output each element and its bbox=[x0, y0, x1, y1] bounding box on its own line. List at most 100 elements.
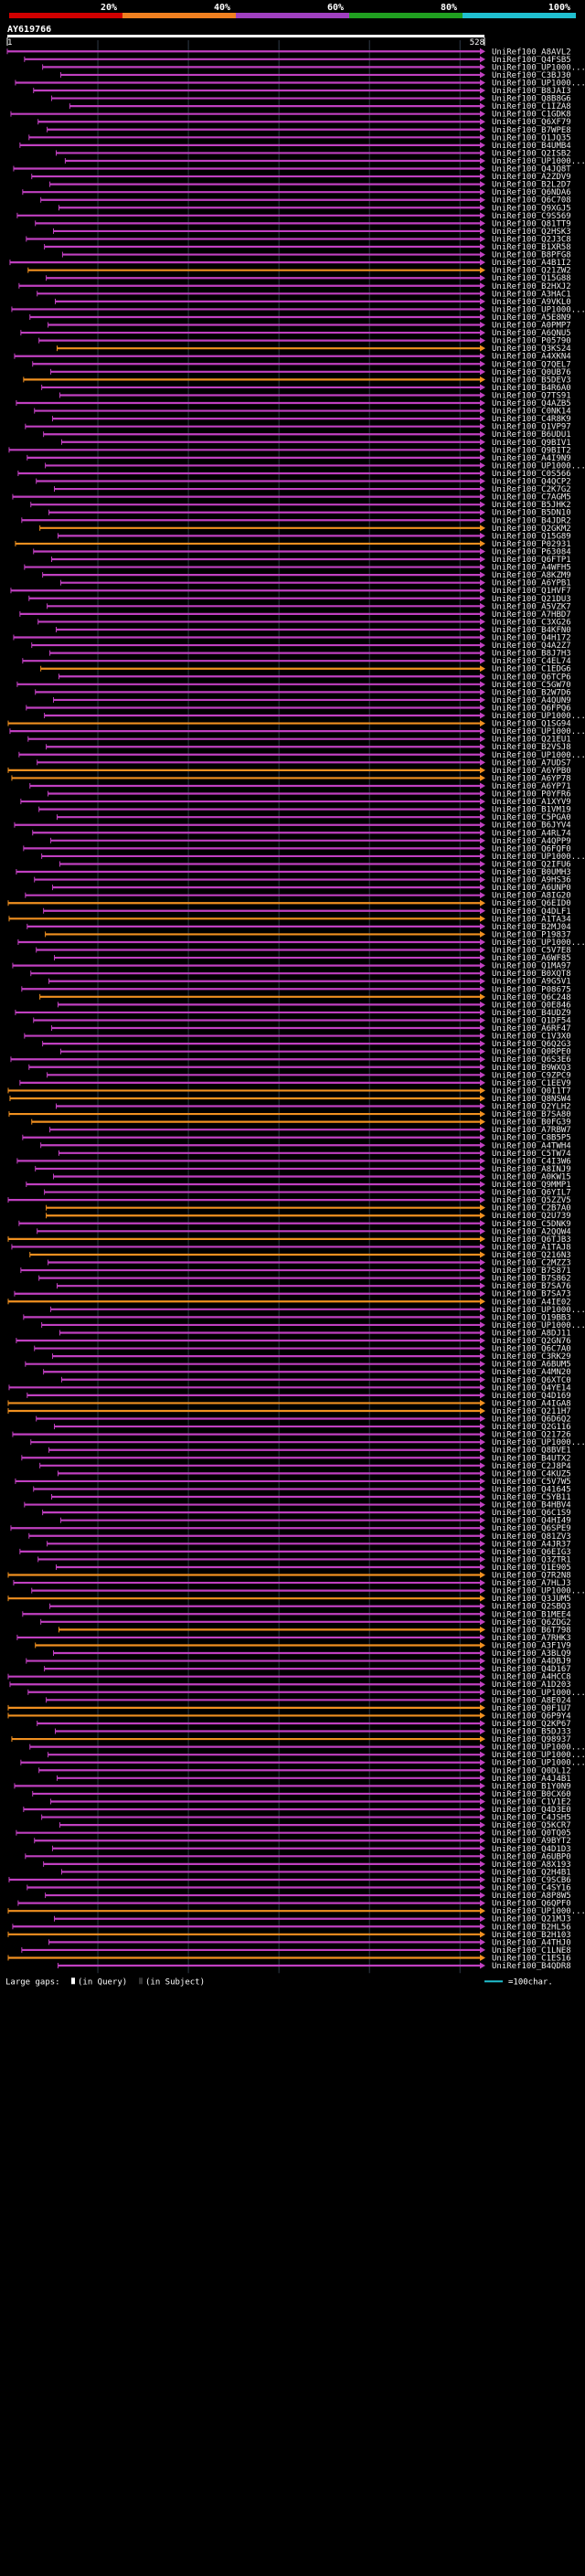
hit-arrow bbox=[480, 1509, 485, 1516]
hit-rows: UniRef100_A8AVL2UniRef100_Q4FSB5UniRef10… bbox=[6, 48, 585, 1971]
hit-label: UniRef100_Q6FTP1 bbox=[492, 556, 571, 565]
hit-arrow bbox=[480, 1572, 485, 1579]
hit-label: UniRef100_Q2IFU6 bbox=[492, 860, 571, 869]
hit-arrow bbox=[480, 915, 485, 922]
hit-label: UniRef100_UP1000... bbox=[492, 1907, 585, 1916]
hit-label: UniRef100_Q4H172 bbox=[492, 634, 571, 643]
hit-arrow bbox=[480, 188, 485, 196]
hit-arrow bbox=[480, 1259, 485, 1267]
hit-label: UniRef100_Q4DLF1 bbox=[492, 907, 571, 917]
hit-label: UniRef100_Q0RPE0 bbox=[492, 1048, 571, 1057]
hit-label: UniRef100_UP1000... bbox=[492, 751, 585, 760]
hit-label: UniRef100_Q2H4B1 bbox=[492, 1868, 571, 1877]
hit-label: UniRef100_Q21DU3 bbox=[492, 595, 571, 604]
hit-arrow bbox=[480, 1313, 485, 1320]
hit-arrow bbox=[480, 532, 485, 539]
hit-label: UniRef100_C1V3X0 bbox=[492, 1033, 571, 1042]
hit-arrow bbox=[480, 1361, 485, 1368]
hit-label: UniRef100_A4RL74 bbox=[492, 829, 571, 838]
hit-label: UniRef100_A9VKL0 bbox=[492, 298, 571, 307]
hit-arrow bbox=[480, 71, 485, 79]
hit-label: UniRef100_Q6FPQ6 bbox=[492, 704, 571, 713]
hit-label: UniRef100_Q81ZV3 bbox=[492, 1532, 571, 1542]
hit-label: UniRef100_B7SA76 bbox=[492, 1282, 571, 1291]
hit-arrow bbox=[480, 1321, 485, 1329]
hit-label: UniRef100_P0YFR6 bbox=[492, 790, 571, 800]
hit-arrow bbox=[480, 1751, 485, 1758]
hit-label: UniRef100_B0UMH3 bbox=[492, 868, 571, 877]
hit-arrow bbox=[480, 767, 485, 774]
hit-arrow bbox=[480, 1579, 485, 1586]
hit-arrow bbox=[480, 165, 485, 173]
hit-arrow bbox=[480, 665, 485, 673]
legend-gap-query-label: (in Query) bbox=[78, 1977, 127, 1987]
hit-arrow bbox=[480, 681, 485, 688]
hit-arrow bbox=[480, 1720, 485, 1727]
hit-arrow bbox=[480, 595, 485, 602]
hit-arrow bbox=[480, 790, 485, 798]
hit-arrow bbox=[480, 1493, 485, 1500]
hit-arrow bbox=[480, 798, 485, 805]
hit-label: UniRef100_Q2ISB2 bbox=[492, 149, 571, 158]
hit-arrow bbox=[480, 430, 485, 438]
hit-arrow bbox=[480, 1462, 485, 1469]
identity-scale-segment bbox=[349, 13, 463, 18]
legend: Large gaps: (in Query) (in Subject) =100cha… bbox=[5, 1977, 553, 1987]
hit-label: UniRef100_A8INJ9 bbox=[492, 1165, 571, 1174]
hit-label: UniRef100_B8JAI3 bbox=[492, 87, 571, 96]
hit-label: UniRef100_Q7TS91 bbox=[492, 391, 571, 400]
hit-arrow bbox=[480, 1900, 485, 1907]
hit-label: UniRef100_C3RK29 bbox=[492, 1352, 571, 1362]
hit-label: UniRef100_A8DJ11 bbox=[492, 1329, 571, 1338]
hit-label: UniRef100_A6WF85 bbox=[492, 954, 571, 963]
hit-label: UniRef100_Q1DF54 bbox=[492, 1016, 571, 1025]
hit-arrow bbox=[480, 1907, 485, 1914]
hit-label: UniRef100_C1EDG6 bbox=[492, 665, 571, 674]
hit-label: UniRef100_B2L2D7 bbox=[492, 181, 571, 190]
hit-label: UniRef100_B4UMB4 bbox=[492, 142, 571, 151]
hit-arrow bbox=[480, 478, 485, 485]
hit-label: UniRef100_UP1000... bbox=[492, 712, 585, 721]
hit-arrow bbox=[480, 1587, 485, 1595]
hit-arrow bbox=[480, 196, 485, 204]
hit-label: UniRef100_A9G5V1 bbox=[492, 978, 571, 987]
hit-arrow bbox=[480, 1884, 485, 1892]
hit-arrow bbox=[480, 1680, 485, 1688]
hit-arrow bbox=[480, 391, 485, 398]
hit-arrow bbox=[480, 774, 485, 781]
hit-label: UniRef100_B7S862 bbox=[492, 1275, 571, 1284]
hit-label: UniRef100_UP1000... bbox=[492, 727, 585, 737]
hit-label: UniRef100_B9WXQ3 bbox=[492, 1064, 571, 1073]
hit-label: UniRef100_Q6P9Y4 bbox=[492, 1712, 571, 1721]
hit-label: UniRef100_B2MJ04 bbox=[492, 923, 571, 932]
hit-arrow bbox=[480, 1267, 485, 1274]
hit-arrow bbox=[480, 1447, 485, 1454]
hit-label: UniRef100_Q6C248 bbox=[492, 993, 571, 1002]
hit-label: UniRef100_Q4HI49 bbox=[492, 1517, 571, 1526]
hit-arrow bbox=[480, 368, 485, 376]
hit-label: UniRef100_B4QDR8 bbox=[492, 1962, 571, 1971]
hit-label: UniRef100_A4JR37 bbox=[492, 1540, 571, 1549]
hit-arrow bbox=[480, 1962, 485, 1969]
hit-label: UniRef100_B1Y0N9 bbox=[492, 1782, 571, 1791]
hit-arrow bbox=[480, 1204, 485, 1212]
hit-label: UniRef100_Q0I1T7 bbox=[492, 1087, 571, 1096]
hit-label: UniRef100_Q2G116 bbox=[492, 1423, 571, 1432]
hit-label: UniRef100_B1MEE4 bbox=[492, 1610, 571, 1619]
hit-label: UniRef100_Q7R2N8 bbox=[492, 1572, 571, 1581]
hit-label: UniRef100_C9ZPC9 bbox=[492, 1071, 571, 1080]
hit-label: UniRef100_C5TW74 bbox=[492, 1150, 571, 1159]
hit-label: UniRef100_C4R8K9 bbox=[492, 415, 571, 424]
hit-arrow bbox=[480, 1954, 485, 1961]
hit-arrow bbox=[480, 267, 485, 274]
hit-arrow bbox=[480, 501, 485, 508]
hit-arrow bbox=[480, 1095, 485, 1102]
hit-label: UniRef100_Q6SPE9 bbox=[492, 1524, 571, 1533]
hit-arrow bbox=[480, 1431, 485, 1438]
hit-arrow bbox=[480, 1352, 485, 1360]
hit-label: UniRef100_A4IGA8 bbox=[492, 1399, 571, 1408]
identity-scale-segment bbox=[9, 13, 122, 18]
hit-label: UniRef100_A6UNP0 bbox=[492, 884, 571, 893]
hit-label: UniRef100_C2MZZ3 bbox=[492, 1259, 571, 1268]
hit-label: UniRef100_A6YPB1 bbox=[492, 579, 571, 588]
